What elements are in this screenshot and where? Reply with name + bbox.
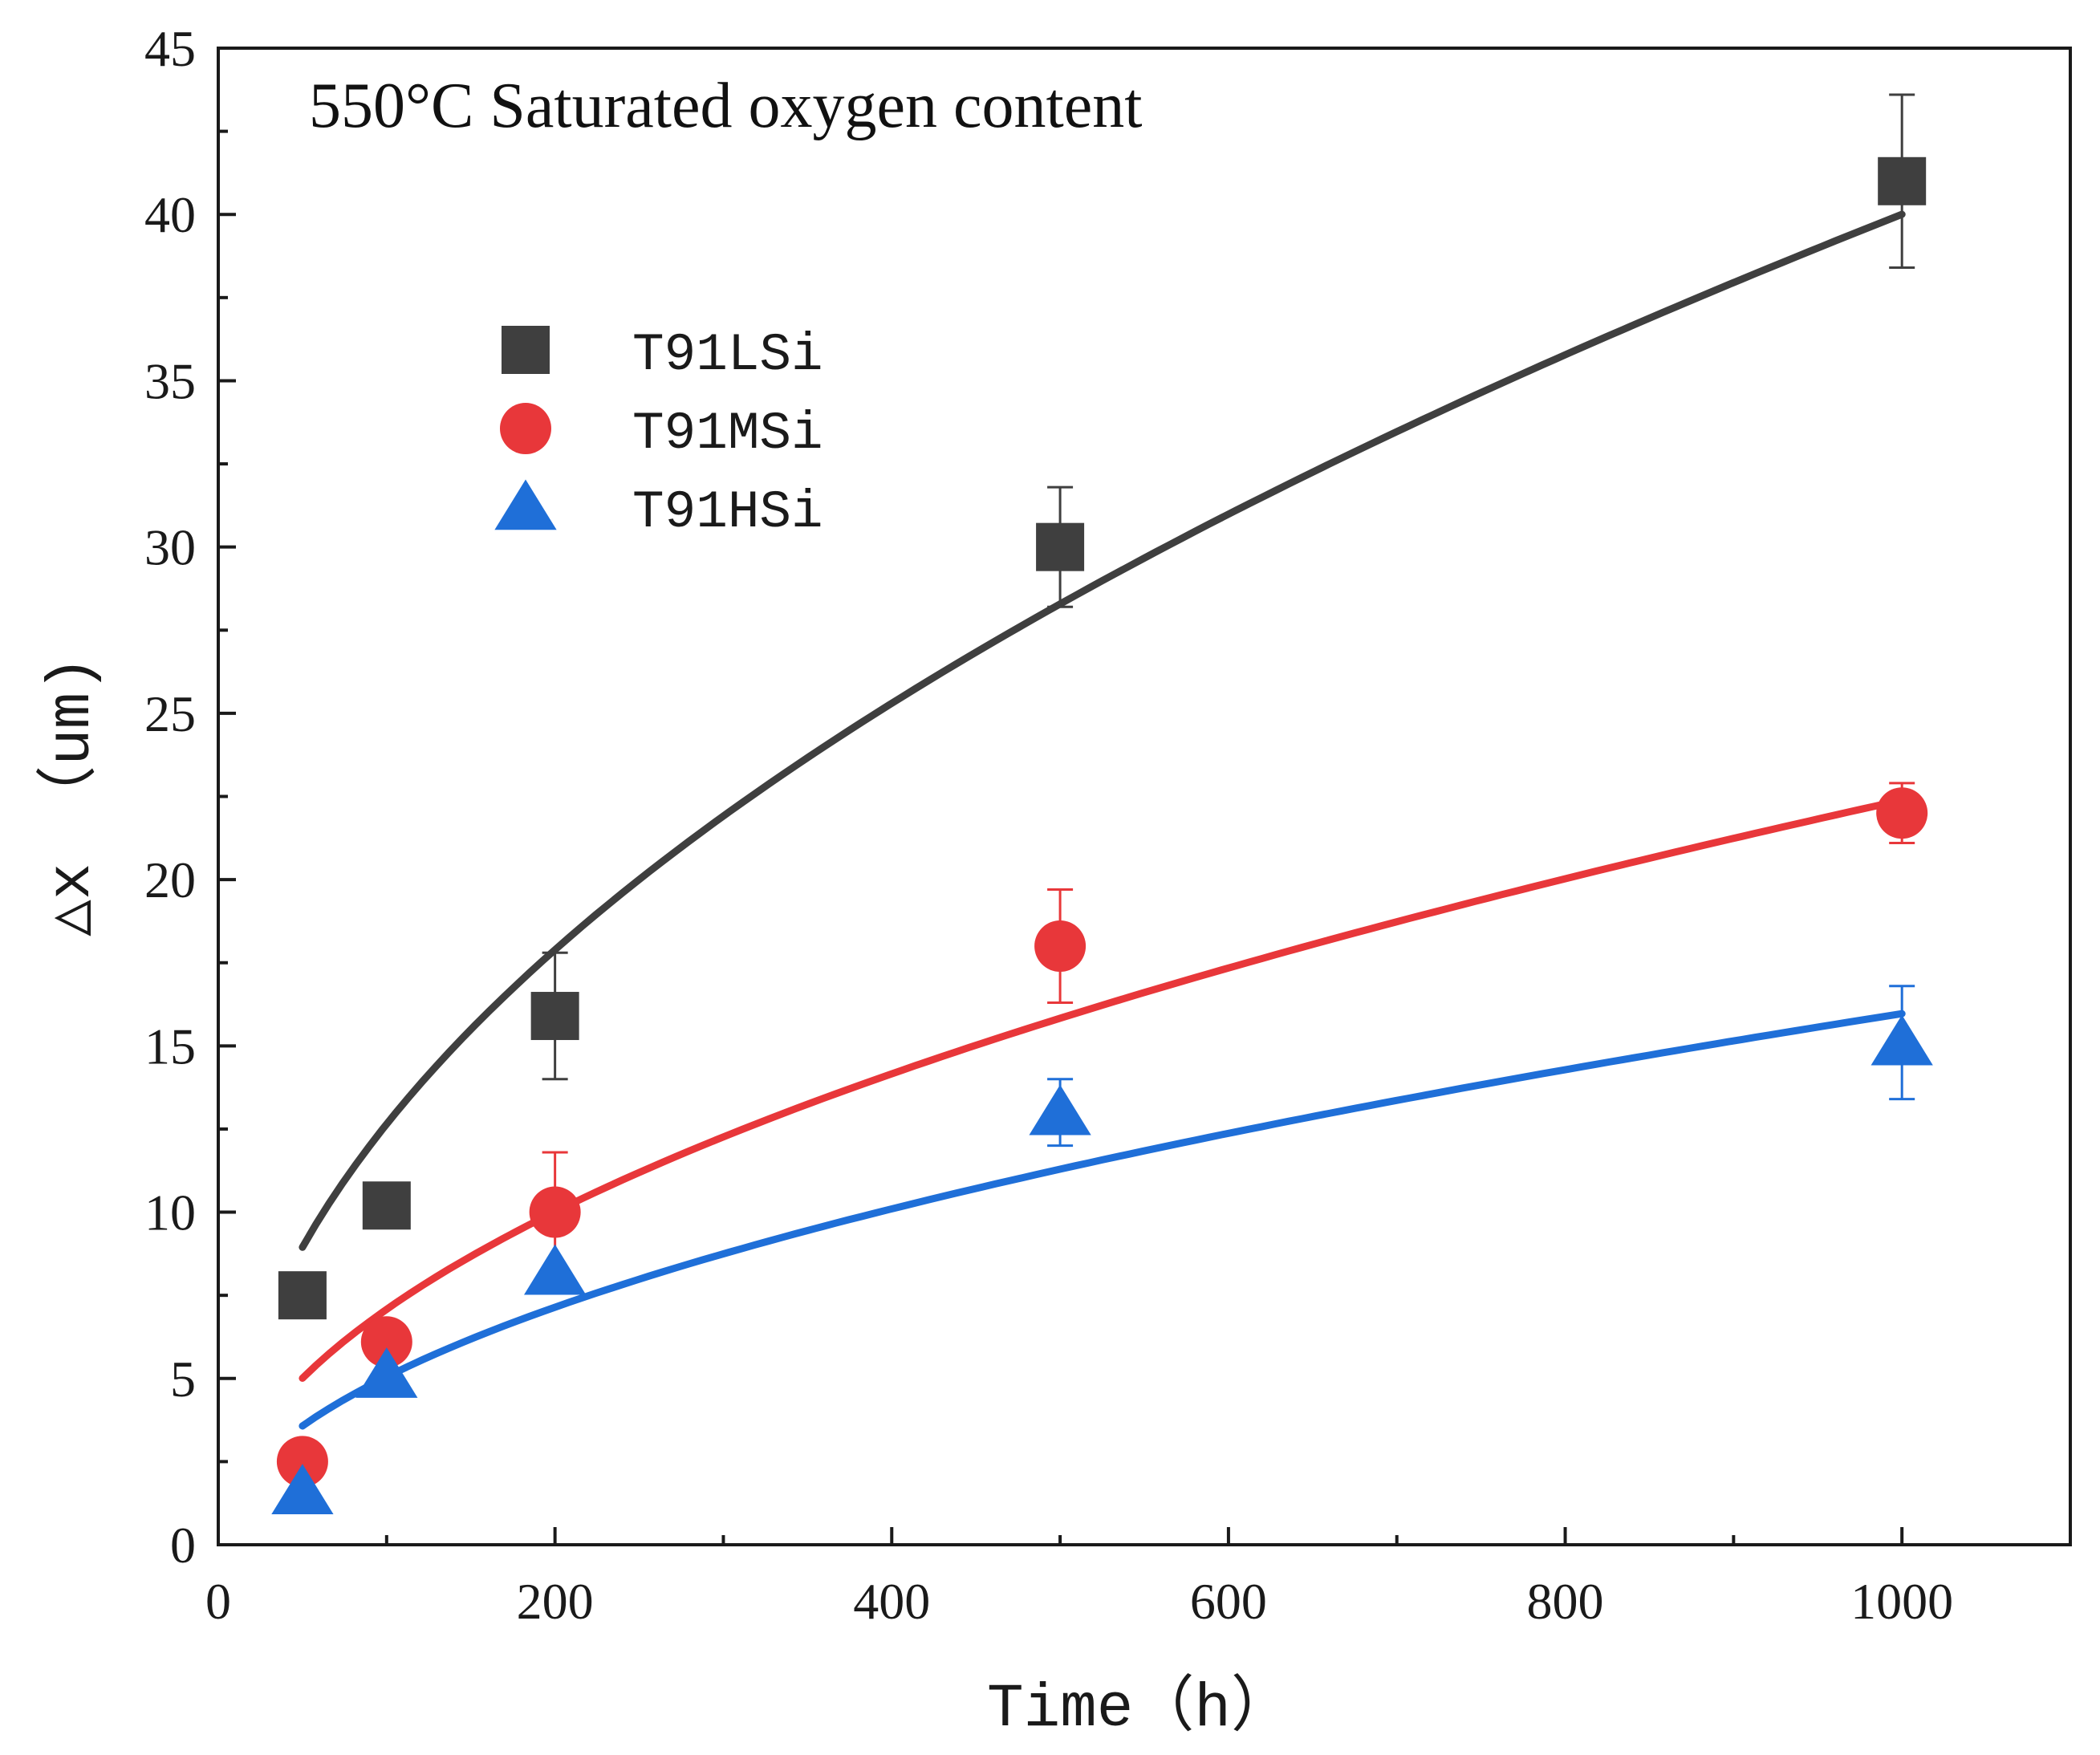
x-tick-label-1000: 1000 <box>1850 1573 1953 1630</box>
fit-curves <box>299 210 1906 1430</box>
legend-item-t91lsi: T91LSi <box>502 325 823 385</box>
y-tick-label-5: 5 <box>170 1351 196 1408</box>
point-t91lsi-500 <box>1036 522 1085 571</box>
y-tick-label-0: 0 <box>170 1517 196 1574</box>
x-tick-label-600: 600 <box>1190 1573 1267 1630</box>
legend-marker-t91hsi <box>494 479 557 530</box>
x-axis-title: Time（h） <box>987 1673 1292 1744</box>
point-t91hsi-50 <box>271 1464 334 1514</box>
legend-item-t91hsi: T91HSi <box>494 479 823 542</box>
y-tick-label-20: 20 <box>144 851 196 908</box>
y-tick-label-15: 15 <box>144 1018 196 1075</box>
x-tick-label-400: 400 <box>853 1573 930 1630</box>
legend-label-t91hsi: T91HSi <box>632 482 823 542</box>
x-tick-label-800: 800 <box>1527 1573 1604 1630</box>
point-t91hsi-200 <box>523 1244 587 1295</box>
point-t91msi-500 <box>1034 920 1087 972</box>
annotation: 550°C Saturated oxygen content <box>309 71 1142 141</box>
y-tick-label-10: 10 <box>144 1184 196 1241</box>
y-tick-label-40: 40 <box>144 186 196 243</box>
point-t91hsi-1000 <box>1871 1014 1933 1066</box>
point-t91lsi-200 <box>530 992 579 1041</box>
point-t91lsi-1000 <box>1878 156 1927 205</box>
legend-item-t91msi: T91MSi <box>500 403 823 464</box>
point-t91msi-1000 <box>1876 787 1928 839</box>
legend-marker-t91lsi <box>502 326 550 374</box>
point-t91hsi-500 <box>1029 1084 1091 1135</box>
error-bars <box>542 93 1915 1274</box>
x-tick-label-0: 0 <box>205 1573 231 1630</box>
point-t91msi-200 <box>529 1186 581 1238</box>
plot-frame <box>217 47 2072 1546</box>
point-t91msi-100 <box>360 1316 412 1368</box>
legend-label-t91lsi: T91LSi <box>632 325 823 385</box>
point-t91lsi-50 <box>278 1271 327 1320</box>
y-tick-label-45: 45 <box>144 20 196 77</box>
point-t91lsi-100 <box>362 1181 411 1230</box>
y-axis-title: △x （um) <box>36 656 107 936</box>
point-t91hsi-100 <box>355 1347 418 1398</box>
legend-marker-t91msi <box>500 403 551 454</box>
y-tick-label-35: 35 <box>144 352 196 409</box>
tick-labels: 0 200 400 600 800 1000 0 5 10 15 20 25 30 35 40 45 <box>144 20 1953 1630</box>
data-markers <box>271 156 1933 1514</box>
legend-label-t91msi: T91MSi <box>632 404 823 464</box>
fit-curve-t91hsi <box>299 1010 1906 1430</box>
legend: T91LSi T91MSi T91HSi <box>494 325 823 542</box>
fit-curve-t91lsi <box>299 210 1906 1251</box>
axis-ticks <box>217 47 1904 1546</box>
y-tick-label-30: 30 <box>144 519 196 576</box>
point-t91msi-50 <box>276 1436 328 1488</box>
x-tick-label-200: 200 <box>517 1573 594 1630</box>
y-tick-label-25: 25 <box>144 685 196 742</box>
